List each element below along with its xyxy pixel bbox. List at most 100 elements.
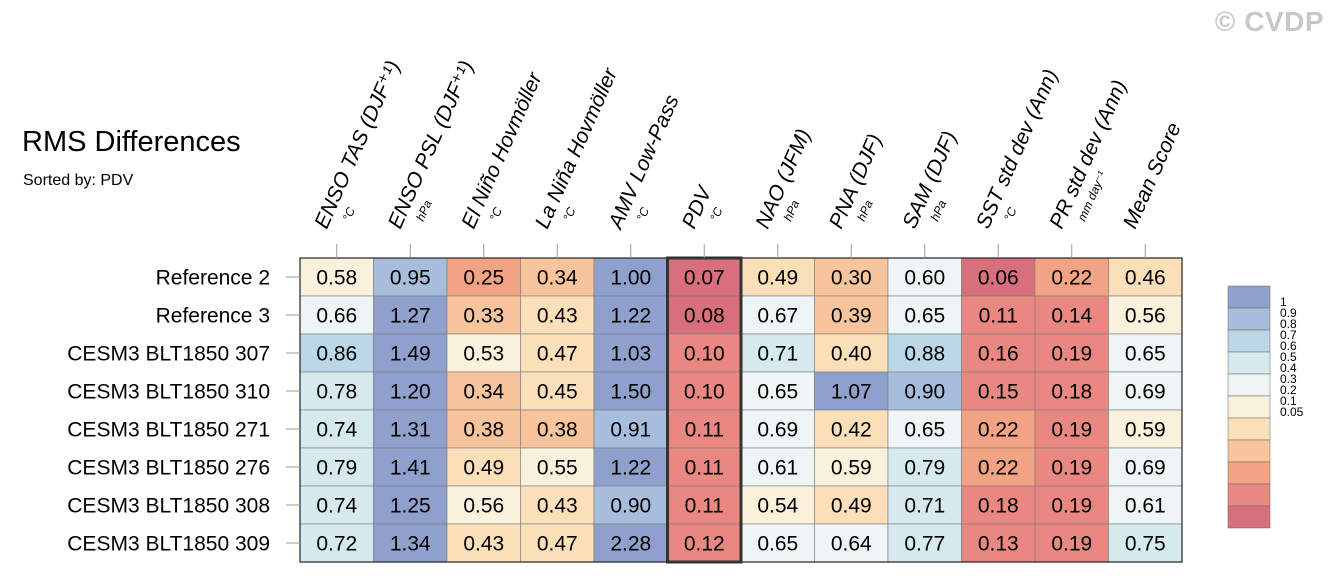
heatmap-cell <box>814 447 889 487</box>
colorbar-swatch <box>1227 505 1271 529</box>
heatmap-cell <box>593 409 668 449</box>
colorbar-label: 0.5 <box>1280 350 1297 364</box>
column-label: El Niño Hovmöller <box>457 68 547 232</box>
colorbar-swatch <box>1227 351 1271 375</box>
heatmap-cell <box>667 523 742 563</box>
column-unit: °C <box>1001 205 1019 223</box>
cell-value: 0.07 <box>684 267 725 290</box>
cell-value: 0.64 <box>831 533 872 556</box>
cell-value: 0.59 <box>1125 419 1166 442</box>
cell-value: 1.49 <box>390 343 431 366</box>
cell-value: 1.50 <box>610 381 651 404</box>
colorbar-swatch <box>1227 461 1271 485</box>
cell-value: 0.18 <box>1051 381 1092 404</box>
column-label: La Niña Hovmöller <box>531 64 623 232</box>
heatmap-cell <box>299 333 374 373</box>
cell-value: 1.20 <box>390 381 431 404</box>
heatmap-cell <box>373 371 448 411</box>
colorbar-label: 0.8 <box>1280 317 1297 331</box>
cell-value: 0.56 <box>1125 305 1166 328</box>
cell-value: 0.13 <box>978 533 1019 556</box>
heatmap-cell <box>961 371 1036 411</box>
cell-value: 0.65 <box>757 381 798 404</box>
cell-value: 0.14 <box>1051 305 1092 328</box>
cell-value: 1.00 <box>610 267 651 290</box>
cell-value: 0.79 <box>316 457 357 480</box>
colorbar-label: 0.7 <box>1280 328 1297 342</box>
cell-value: 0.90 <box>610 495 651 518</box>
cell-value: 0.10 <box>684 343 725 366</box>
row-label: CESM3 BLT1850 276 <box>67 457 270 480</box>
cell-value: 1.07 <box>831 381 872 404</box>
cell-value: 0.72 <box>316 533 357 556</box>
row-label: Reference 2 <box>156 267 270 290</box>
cell-value: 0.49 <box>757 267 798 290</box>
heatmap-cell <box>887 333 962 373</box>
cell-value: 0.95 <box>390 267 431 290</box>
heatmap-cell <box>593 523 668 563</box>
cell-value: 0.38 <box>537 419 578 442</box>
heatmap-cell <box>814 257 889 297</box>
heatmap-cell <box>1108 485 1183 525</box>
cell-value: 0.59 <box>831 457 872 480</box>
row-label: Reference 3 <box>156 305 270 328</box>
cell-value: 0.61 <box>1125 495 1166 518</box>
cell-value: 1.25 <box>390 495 431 518</box>
colorbar-swatch <box>1227 373 1271 397</box>
cell-value: 0.53 <box>463 343 504 366</box>
heatmap-cell <box>667 333 742 373</box>
colorbar-swatch <box>1227 395 1271 419</box>
cell-value: 0.19 <box>1051 343 1092 366</box>
column-label: Mean Score <box>1119 119 1186 232</box>
cell-value: 0.78 <box>316 381 357 404</box>
colorbar-swatch <box>1227 285 1271 309</box>
colorbar-label: 0.2 <box>1280 383 1297 397</box>
cell-value: 0.86 <box>316 343 357 366</box>
colorbar-label: 1 <box>1280 295 1287 309</box>
heatmap-cell <box>373 447 448 487</box>
cell-value: 0.77 <box>904 533 945 556</box>
heatmap-cell <box>667 447 742 487</box>
cell-value: 0.65 <box>757 533 798 556</box>
colorbar-label: 0.9 <box>1280 306 1297 320</box>
heatmap-cell <box>814 485 889 525</box>
heatmap-cell <box>667 409 742 449</box>
colorbar-label: 0.6 <box>1280 339 1297 353</box>
column-label: SST std dev (Ann) <box>972 66 1063 232</box>
heatmap-cell <box>299 447 374 487</box>
cell-value: 0.56 <box>463 495 504 518</box>
colorbar-swatch <box>1227 439 1271 463</box>
cell-value: 0.08 <box>684 305 725 328</box>
heatmap-cell <box>961 409 1036 449</box>
heatmap-cell <box>887 523 962 563</box>
cell-value: 0.19 <box>1051 533 1092 556</box>
cell-value: 0.22 <box>978 457 1019 480</box>
chart-title: RMS Differences <box>22 126 241 158</box>
cell-value: 0.11 <box>685 457 724 480</box>
colorbar-label: 0.4 <box>1280 361 1297 375</box>
cell-value: 0.11 <box>979 305 1018 328</box>
row-label: CESM3 BLT1850 309 <box>67 533 270 556</box>
cell-value: 0.15 <box>978 381 1019 404</box>
heatmap-cell <box>593 485 668 525</box>
cell-value: 0.60 <box>904 267 945 290</box>
heatmap-cell <box>1034 523 1109 563</box>
heatmap-cell <box>446 333 521 373</box>
cell-value: 1.34 <box>390 533 431 556</box>
heatmap-cell <box>1034 447 1109 487</box>
cell-value: 0.06 <box>978 267 1019 290</box>
colorbar-label: 0.05 <box>1280 405 1304 419</box>
heatmap-cell <box>1108 523 1183 563</box>
heatmap-cell <box>299 295 374 335</box>
cell-value: 0.38 <box>463 419 504 442</box>
cell-value: 0.25 <box>463 267 504 290</box>
cell-value: 0.39 <box>831 305 872 328</box>
cell-value: 0.11 <box>685 419 724 442</box>
colorbar-swatch <box>1227 307 1271 331</box>
cell-value: 0.65 <box>904 419 945 442</box>
heatmap-cell <box>520 485 595 525</box>
watermark: © CVDP <box>1214 6 1324 37</box>
column-unit: °C <box>560 205 578 223</box>
cell-value: 0.43 <box>463 533 504 556</box>
